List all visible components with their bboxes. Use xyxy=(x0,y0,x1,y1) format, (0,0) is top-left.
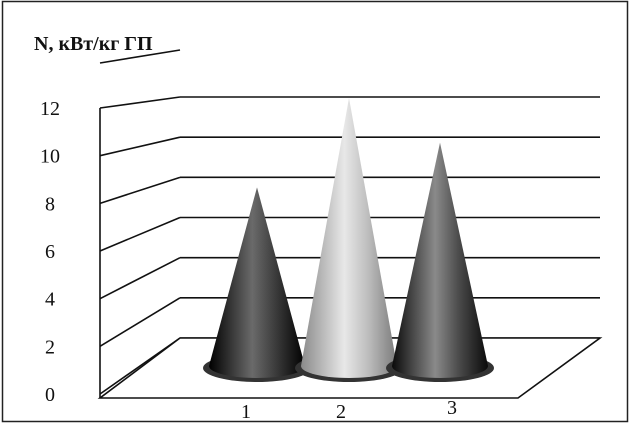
cone-body xyxy=(209,187,305,378)
y-tick-label: 6 xyxy=(45,241,55,263)
y-axis-label: N, кВт/кг ГП xyxy=(34,33,153,55)
cone-3 xyxy=(386,142,494,382)
cone-series xyxy=(203,98,494,382)
y-tick-label: 8 xyxy=(45,193,55,215)
x-tick-label: 3 xyxy=(447,397,457,419)
y-tick-label: 10 xyxy=(40,146,60,168)
y-tick-label: 12 xyxy=(40,98,60,120)
wall-top-edge xyxy=(99,49,181,64)
gridline-side xyxy=(99,297,181,348)
cone-1 xyxy=(203,187,311,382)
gridline-side xyxy=(99,256,181,300)
y-tick-label: 4 xyxy=(45,289,55,311)
y-tick-label: 0 xyxy=(45,384,55,406)
y-axis-ticks: 0 2 4 6 8 10 12 xyxy=(40,98,60,406)
x-tick-label: 1 xyxy=(241,401,251,423)
cone-body xyxy=(392,142,488,378)
gridline-side xyxy=(99,216,181,252)
y-tick-label: 2 xyxy=(45,336,55,358)
cone-body xyxy=(301,98,397,378)
x-axis-labels: 1 2 3 xyxy=(241,397,457,423)
gridline-side xyxy=(99,176,181,205)
x-tick-label: 2 xyxy=(336,401,346,423)
cone-2 xyxy=(295,98,403,382)
gridline-side xyxy=(99,136,181,157)
gridline-side xyxy=(99,96,181,109)
